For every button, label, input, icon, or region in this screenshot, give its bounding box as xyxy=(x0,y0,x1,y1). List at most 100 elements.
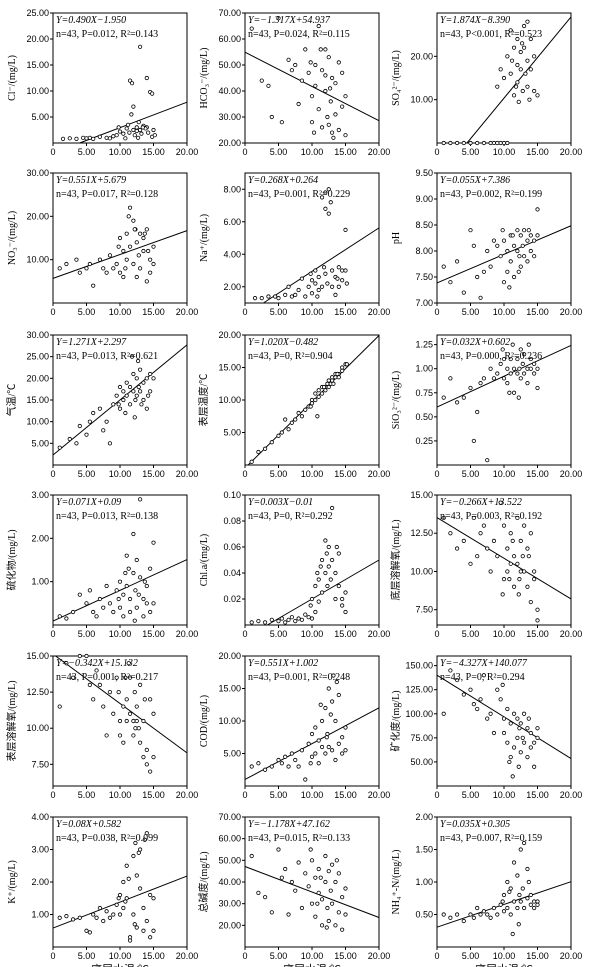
data-point xyxy=(144,918,149,924)
data-point xyxy=(326,211,331,216)
data-point xyxy=(340,751,345,756)
data-point xyxy=(283,292,288,297)
data-point xyxy=(306,70,311,75)
data-point xyxy=(150,91,155,96)
data-point xyxy=(441,264,446,269)
x-tick-label: 5.00 xyxy=(462,469,480,479)
regression-stats: n=43, P=0, R²=0.292 xyxy=(248,511,333,522)
data-point xyxy=(516,395,521,400)
data-point xyxy=(478,912,483,917)
data-point xyxy=(269,114,274,120)
data-point xyxy=(127,384,133,390)
data-point xyxy=(123,675,128,680)
regression-stats: n=43, P=0.015, R²=0.133 xyxy=(248,833,350,844)
x-tick-label: 5.00 xyxy=(270,307,288,317)
data-point xyxy=(306,284,311,289)
data-point xyxy=(131,389,136,394)
data-point xyxy=(336,60,341,65)
data-point xyxy=(299,748,305,753)
x-tick-label: 20.00 xyxy=(176,469,199,479)
data-point xyxy=(135,358,141,364)
data-point xyxy=(468,561,473,566)
data-point xyxy=(259,296,264,301)
data-point xyxy=(151,896,156,901)
data-point xyxy=(142,231,147,236)
data-point xyxy=(138,497,143,502)
regression-line xyxy=(55,655,188,754)
data-point xyxy=(126,661,131,666)
data-point xyxy=(84,653,89,659)
data-point xyxy=(526,554,531,559)
data-point xyxy=(526,716,531,721)
data-point xyxy=(471,702,476,707)
y-tick-label: 15.00 xyxy=(26,395,49,405)
data-point xyxy=(276,296,281,301)
y-tick-label: 60.00 xyxy=(218,34,241,44)
data-point xyxy=(495,243,500,248)
data-point xyxy=(131,570,136,576)
y-tick-label: 100.00 xyxy=(405,709,433,719)
regression-stats: n=43, P=0.024, R²=0.115 xyxy=(248,29,350,40)
data-point xyxy=(132,690,137,695)
data-point xyxy=(138,682,143,687)
data-point xyxy=(520,886,525,891)
data-point xyxy=(114,261,119,267)
data-point xyxy=(521,523,527,528)
data-point xyxy=(313,914,318,919)
data-point xyxy=(303,612,308,617)
y-tick-label: 20.00 xyxy=(218,920,241,930)
data-point xyxy=(306,615,311,620)
data-point xyxy=(132,133,137,138)
regression-line xyxy=(436,225,572,284)
y-tick-label: 20.00 xyxy=(218,651,241,661)
x-tick-label: 5.00 xyxy=(270,951,288,961)
data-point xyxy=(535,366,540,371)
data-point xyxy=(481,523,486,528)
data-point xyxy=(507,889,512,894)
x-tick-label: 20.00 xyxy=(368,629,391,639)
data-point xyxy=(505,546,510,551)
data-point xyxy=(286,284,291,289)
data-point xyxy=(77,915,82,920)
data-point xyxy=(296,616,301,621)
data-point xyxy=(316,394,321,399)
data-point xyxy=(97,134,103,139)
data-point xyxy=(308,761,313,766)
y-tick-label: 10.00 xyxy=(26,417,49,427)
data-point xyxy=(84,928,89,933)
x-tick-label: 0 xyxy=(242,307,247,317)
y-axis-label: NO₃⁻/(mg/L) xyxy=(7,211,18,265)
data-point xyxy=(518,899,523,904)
y-tick-label: 1.00 xyxy=(415,877,433,887)
data-point xyxy=(498,140,503,146)
data-point xyxy=(324,551,329,556)
data-point xyxy=(448,280,453,285)
y-tick-label: 0.04 xyxy=(223,568,241,578)
data-point xyxy=(328,577,333,582)
data-point xyxy=(475,274,480,280)
y-tick-label: 125.00 xyxy=(405,685,433,695)
x-tick-label: 5.00 xyxy=(78,307,96,317)
data-point xyxy=(123,570,128,576)
x-tick-label: 20.00 xyxy=(368,951,391,961)
y-tick-label: 0.50 xyxy=(415,412,433,422)
data-point xyxy=(121,248,126,254)
data-point xyxy=(144,279,149,284)
scatter-panel-surf: 0 5.00 10.00 15.00 20.00 5.00 10.00 15.00 20.00 表… xyxy=(197,330,390,479)
data-point xyxy=(286,764,291,769)
y-tick-label: 15.00 xyxy=(218,684,241,694)
data-point xyxy=(276,847,281,852)
data-point xyxy=(525,381,530,386)
regression-equation: Y=0.003X−0.01 xyxy=(248,497,313,508)
scatter-panel-ph: 0 5.00 10.00 15.00 20.00 7.00 7.50 8.00 8.50 9.00… xyxy=(391,168,582,317)
y-tick-label: 7.50 xyxy=(415,272,433,282)
x-tick-label: 15.00 xyxy=(334,469,357,479)
data-point xyxy=(318,875,323,880)
data-point xyxy=(123,899,128,904)
x-tick-label: 10.00 xyxy=(109,629,132,639)
data-point xyxy=(134,605,139,610)
scatter-panel-k: 0 5.00 10.00 15.00 20.00 1.00 2.00 3.00 4.00 K⁺/(… xyxy=(7,812,198,967)
x-tick-label: 20.00 xyxy=(560,147,583,157)
data-point xyxy=(81,135,86,140)
data-point xyxy=(532,899,537,904)
